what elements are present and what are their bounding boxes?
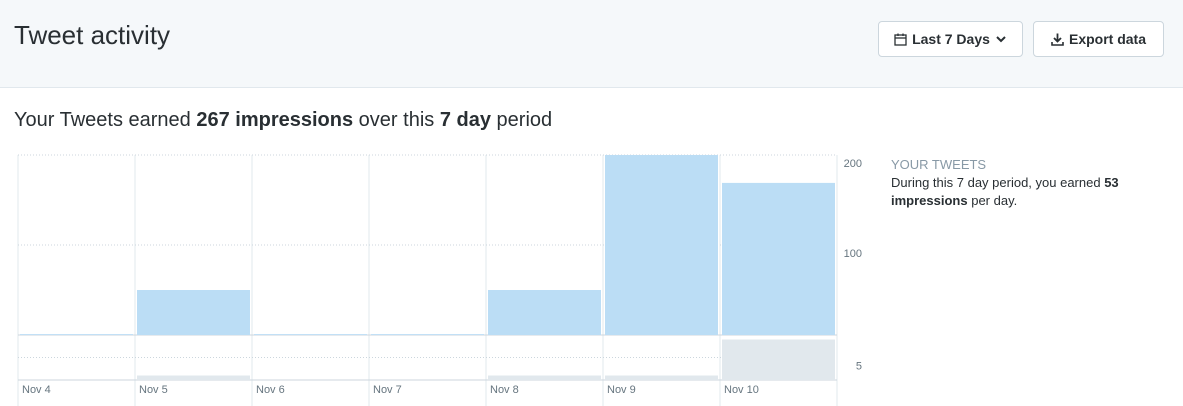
sidebar-text-part: per day. (971, 193, 1018, 208)
summary: Your Tweets earned 267 impressions over … (14, 109, 552, 132)
header: Tweet activity Last 7 Days Export data (0, 0, 1183, 88)
bar (254, 334, 367, 335)
bar (371, 334, 484, 335)
y-tick-label: 100 (844, 248, 862, 260)
bar (137, 375, 250, 380)
chevron-icon (996, 36, 1006, 43)
x-tick-label: Nov 5 (139, 384, 168, 396)
sidebar-text-part: During this 7 day period, you earned (891, 175, 1101, 190)
sidebar-average: 53 impressions (891, 175, 1119, 208)
y-tick-label: 5 (856, 360, 862, 372)
export-button[interactable]: Export data (1033, 21, 1164, 57)
export-label: Export data (1068, 31, 1146, 47)
sidebar-heading: YOUR TWEETS (891, 157, 987, 172)
summary-period: 7 day (439, 109, 491, 131)
x-tick-label: Nov 10 (724, 384, 759, 396)
date-range-label: Last 7 Days (912, 31, 990, 47)
y-tick-label: 200 (844, 158, 862, 170)
summary-impressions: 267 impressions (196, 109, 354, 131)
calendar-icon (894, 33, 907, 46)
x-tick-label: Nov 8 (490, 384, 519, 396)
download-icon (1051, 33, 1064, 46)
chart: 100 200 Nov 4 Nov 5 Nov 6 Nov 7 Nov 8 Nov 9 Nov … (17, 154, 862, 406)
bar (605, 155, 718, 335)
summary-text: Your Tweets earned (14, 109, 191, 131)
bar (488, 290, 601, 335)
sidebar-text: During this 7 day period, you earned 53 … (891, 174, 1171, 210)
bar (605, 375, 718, 380)
page-title: Tweet activity (14, 20, 171, 50)
summary-text: period (496, 109, 553, 131)
bar (20, 334, 133, 335)
bar (722, 339, 835, 380)
bar (488, 375, 601, 380)
bar (722, 182, 835, 335)
sidebar: YOUR TWEETS During this 7 day period, yo… (891, 156, 1171, 210)
x-tick-label: Nov 7 (373, 384, 402, 396)
bar (137, 290, 250, 335)
x-tick-label: Nov 4 (22, 384, 51, 396)
summary-text: over this (358, 109, 435, 131)
date-range-button[interactable]: Last 7 Days (878, 21, 1023, 57)
x-tick-label: Nov 6 (256, 384, 285, 396)
x-tick-label: Nov 9 (607, 384, 636, 396)
